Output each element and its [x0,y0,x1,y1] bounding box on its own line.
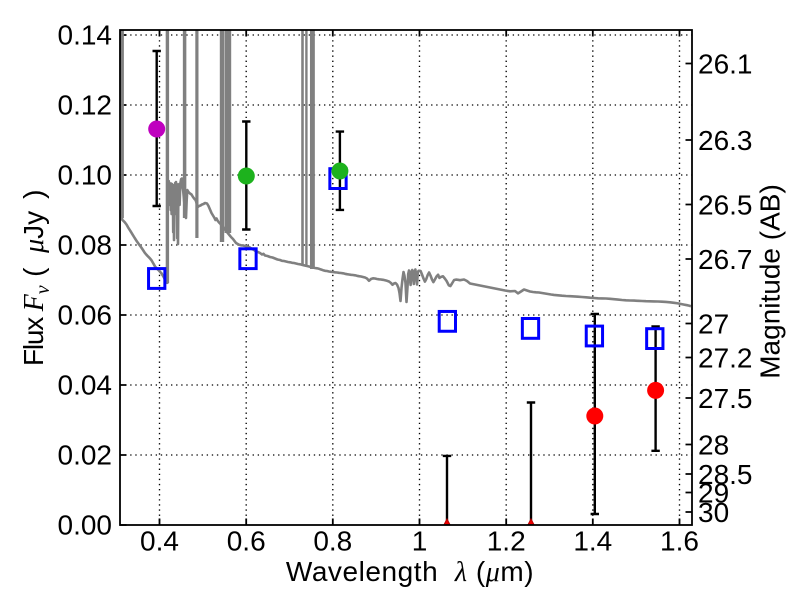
svg-text:0.04: 0.04 [58,369,113,400]
svg-text:28.5: 28.5 [698,459,753,490]
svg-text:0.14: 0.14 [58,19,113,50]
svg-text:1.2: 1.2 [487,526,526,557]
svg-text:0.06: 0.06 [58,299,113,330]
svg-text:0.10: 0.10 [58,159,113,190]
svg-text:FluxFν(μJy): FluxFν(μJy) [18,189,54,366]
svg-text:0.00: 0.00 [58,509,113,540]
svg-text:1: 1 [412,526,428,557]
svg-text:26.3: 26.3 [698,125,753,156]
svg-text:1.4: 1.4 [573,526,612,557]
svg-text:27.2: 27.2 [698,342,753,373]
svg-text:28: 28 [698,429,729,460]
svg-text:26.7: 26.7 [698,244,753,275]
svg-text:30: 30 [698,497,729,528]
svg-text:0.6: 0.6 [227,526,266,557]
svg-text:26.1: 26.1 [698,48,753,79]
svg-text:29: 29 [698,477,729,508]
svg-text:0.08: 0.08 [58,229,113,260]
svg-text:0.8: 0.8 [313,526,352,557]
svg-text:27: 27 [698,308,729,339]
svg-text:27.5: 27.5 [698,383,753,414]
svg-text:0.12: 0.12 [58,89,113,120]
svg-text:0.4: 0.4 [140,526,179,557]
svg-text:0.02: 0.02 [58,439,113,470]
svg-text:Wavelength λ (μm): Wavelength λ (μm) [286,556,534,588]
svg-text:26.5: 26.5 [698,189,753,220]
svg-text:1.6: 1.6 [660,526,699,557]
svg-text:Magnitude (AB): Magnitude (AB) [755,184,786,379]
